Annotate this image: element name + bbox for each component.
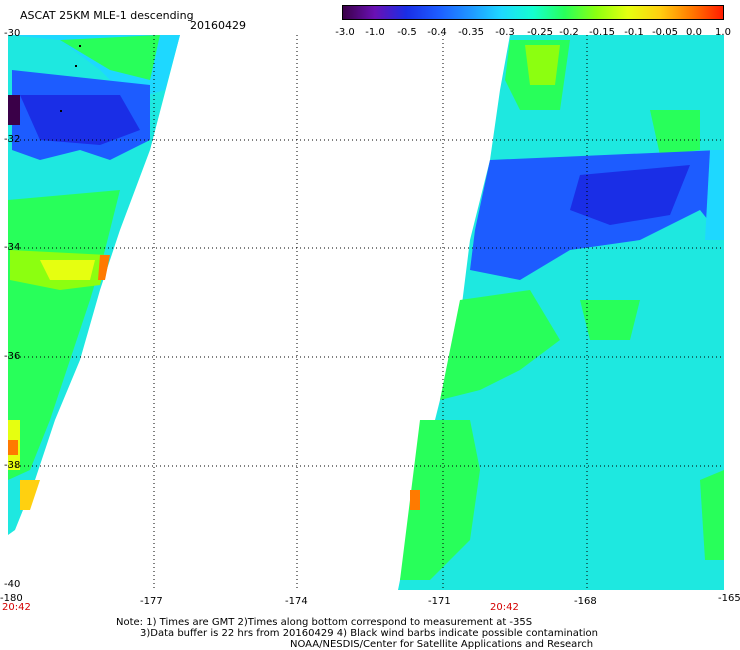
colorbar	[342, 5, 724, 20]
colorbar-label: -0.4	[427, 27, 447, 38]
time-label: 20:42	[490, 602, 519, 613]
lat-label: -32	[4, 134, 21, 145]
colorbar-label: -0.2	[559, 27, 579, 38]
map-date: 20160429	[190, 19, 246, 32]
map-title: ASCAT 25KM MLE-1 descending	[20, 9, 194, 22]
note-line: 3)Data buffer is 22 hrs from 20160429 4)…	[140, 628, 598, 639]
colorbar-label: -0.1	[624, 27, 644, 38]
colorbar-label: 0.0	[686, 27, 702, 38]
colorbar-label: -1.0	[365, 27, 385, 38]
colorbar-label: -0.05	[652, 27, 678, 38]
colorbar-label: -0.3	[495, 27, 515, 38]
time-label: 20:42	[2, 602, 31, 613]
colorbar-label: -3.0	[335, 27, 355, 38]
colorbar-label: -0.15	[589, 27, 615, 38]
colorbar-labels: -3.0 -1.0 -0.5 -0.4 -0.35 -0.3 -0.25 -0.…	[330, 27, 740, 39]
contamination-marks	[60, 45, 81, 112]
lon-label: -174	[285, 596, 308, 607]
left-swath	[8, 35, 180, 535]
lon-label: -177	[140, 596, 163, 607]
note-line: NOAA/NESDIS/Center for Satellite Applica…	[290, 639, 594, 650]
colorbar-label: -0.25	[527, 27, 553, 38]
lat-label: -30	[4, 28, 21, 39]
lon-label: -180	[0, 593, 23, 604]
colorbar-label: -0.35	[458, 27, 484, 38]
colorbar-label: -0.5	[397, 27, 417, 38]
lon-label: -171	[428, 596, 451, 607]
lon-label: -165	[718, 593, 740, 604]
note-line: Note: 1) Times are GMT 2)Times along bot…	[116, 617, 533, 628]
right-swath	[398, 35, 724, 590]
lat-label: -40	[4, 579, 21, 590]
lat-label: -36	[4, 351, 21, 362]
lat-label: -34	[4, 242, 21, 253]
lon-label: -168	[574, 596, 597, 607]
colorbar-label: 1.0	[715, 27, 731, 38]
graticule	[8, 35, 724, 590]
lat-label: -38	[4, 460, 21, 471]
